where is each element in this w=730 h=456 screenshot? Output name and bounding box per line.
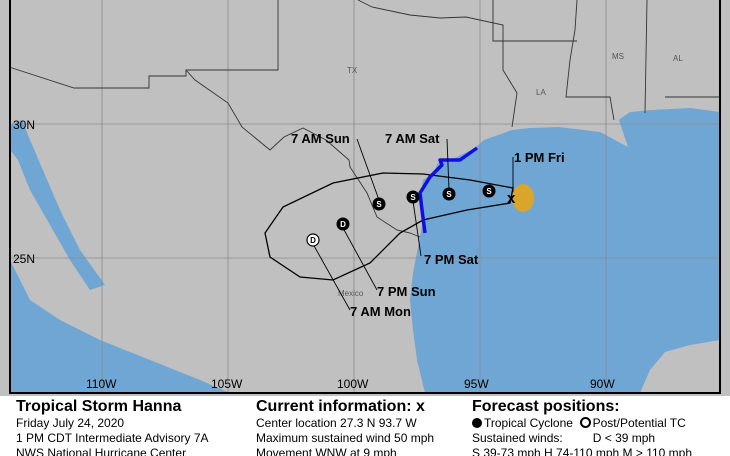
forecast-point-d-post: D: [306, 233, 320, 247]
legend-categories: S 39-73 mph H 74-110 mph M > 110 mph: [472, 446, 693, 456]
winds-label: Sustained winds:: [472, 431, 563, 445]
state-label-la: LA: [536, 88, 546, 97]
country-label-mexico: Mexico: [338, 289, 364, 298]
current-position-x-icon: x: [507, 190, 516, 207]
svg-text:7 PM Sat: 7 PM Sat: [424, 252, 479, 267]
forecast-title: Forecast positions:: [472, 398, 620, 415]
svg-text:7 PM Sun: 7 PM Sun: [377, 284, 436, 299]
svg-text:S: S: [446, 190, 452, 199]
current-info: Current information: x Center location 2…: [256, 398, 434, 456]
gulf-of-california: [10, 120, 105, 290]
svg-text:30N: 30N: [13, 118, 35, 132]
center-location: Center location 27.3 N 93.7 W: [256, 416, 417, 430]
svg-text:S: S: [410, 193, 416, 202]
svg-text:95W: 95W: [464, 377, 489, 391]
forecast-legend: Forecast positions: Tropical Cyclone Pos…: [472, 398, 692, 456]
svg-text:S: S: [486, 187, 492, 196]
forecast-point-d: D: [336, 217, 350, 231]
storm-info: Tropical Storm Hanna Friday July 24, 202…: [16, 398, 209, 456]
pacific-ocean: [10, 260, 230, 393]
svg-text:25N: 25N: [13, 252, 35, 266]
svg-text:7 AM Mon: 7 AM Mon: [350, 304, 411, 319]
svg-text:105W: 105W: [211, 377, 243, 391]
legend-ptc: Post/Potential TC: [592, 416, 686, 430]
x-icon: x: [416, 398, 425, 415]
current-title: Current information:: [256, 398, 412, 415]
legend-tc: Tropical Cyclone: [484, 416, 573, 430]
current-wind-field: [512, 184, 534, 212]
svg-text:7 AM Sat: 7 AM Sat: [385, 131, 440, 146]
filled-circle-icon: [472, 418, 482, 428]
svg-text:7 AM Sun: 7 AM Sun: [291, 131, 350, 146]
time-labels: 1 PM Fri 7 AM Sat 7 AM Sun 7 PM Sat 7 PM…: [291, 131, 565, 319]
forecast-point-s: S: [406, 190, 420, 204]
advisory: 1 PM CDT Intermediate Advisory 7A: [16, 431, 209, 445]
borders: [8, 0, 720, 238]
map-frame: [9, 0, 721, 394]
state-label-al: AL: [673, 54, 683, 63]
grid-labels: 30N 25N 110W 105W 100W 95W 90W: [13, 118, 615, 391]
forecast-points: S S S S D D: [306, 184, 496, 247]
graticule: [10, 0, 720, 393]
storm-date: Friday July 24, 2020: [16, 416, 125, 430]
storm-title: Tropical Storm Hanna: [16, 398, 182, 415]
source: NWS National Hurricane Center: [16, 446, 187, 456]
svg-text:90W: 90W: [590, 377, 615, 391]
legend-d: D < 39 mph: [592, 431, 656, 445]
state-label-tx: TX: [347, 66, 358, 75]
svg-text:1 PM Fri: 1 PM Fri: [514, 150, 565, 165]
info-panel: Tropical Storm Hanna Friday July 24, 202…: [10, 396, 720, 456]
leader-lines: [312, 138, 514, 311]
forecast-cone-map: TX LA MS AL Mexico x S S S S D D 1 PM Fr…: [0, 0, 730, 396]
forecast-point-s: S: [372, 197, 386, 211]
svg-text:D: D: [310, 236, 316, 245]
max-wind: Maximum sustained wind 50 mph: [256, 431, 435, 445]
svg-text:110W: 110W: [86, 377, 117, 391]
movement: Movement WNW at 9 mph: [256, 446, 397, 456]
forecast-point-s: S: [442, 187, 456, 201]
svg-text:S: S: [376, 200, 382, 209]
gulf-of-mexico: [410, 108, 720, 393]
state-label-ms: MS: [612, 52, 624, 61]
tropical-storm-warning: [418, 146, 479, 234]
svg-text:100W: 100W: [337, 377, 369, 391]
state-labels: TX LA MS AL Mexico: [338, 52, 683, 298]
open-circle-icon: [579, 417, 591, 428]
forecast-point-s: S: [482, 184, 496, 198]
svg-text:D: D: [340, 220, 346, 229]
